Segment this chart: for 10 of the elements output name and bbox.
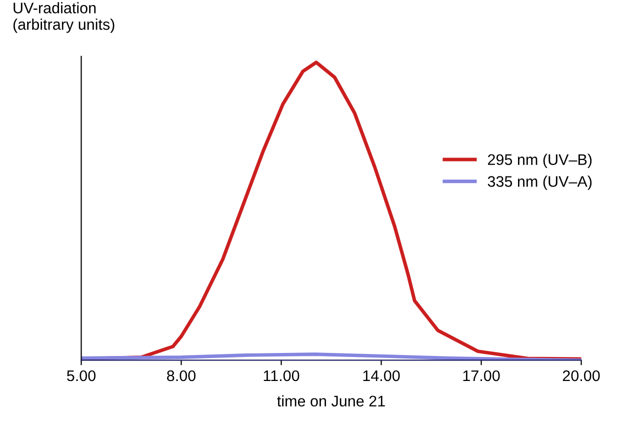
legend-label: 335 nm (UV–A) <box>488 176 592 190</box>
x-axis-title: time on June 21 <box>277 395 385 407</box>
x-tick-label: 5.00 <box>66 370 96 382</box>
y-axis-title: UV-radiation (arbitrary units) <box>13 2 114 33</box>
x-tick-label: 14.00 <box>363 370 400 382</box>
x-tick-label: 17.00 <box>463 370 500 382</box>
x-tick-label: 20.00 <box>562 370 600 382</box>
legend-label: 295 nm (UV–B) <box>488 154 592 168</box>
x-tick-label: 11.00 <box>264 370 300 382</box>
x-tick-label: 8.00 <box>167 370 196 382</box>
